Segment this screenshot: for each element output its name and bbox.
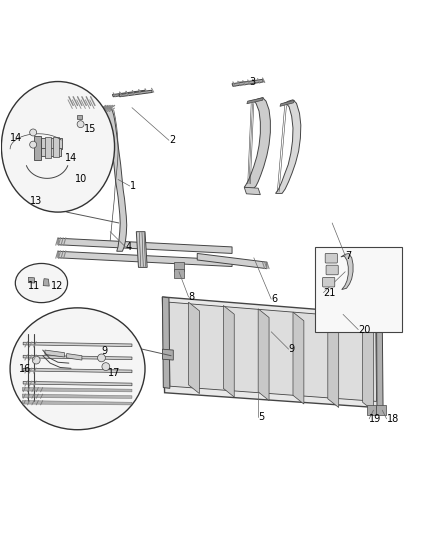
Text: 7: 7: [345, 251, 351, 261]
Polygon shape: [23, 356, 132, 360]
Polygon shape: [377, 314, 383, 409]
Polygon shape: [244, 98, 270, 188]
Polygon shape: [113, 90, 146, 97]
Ellipse shape: [10, 308, 145, 430]
Text: 21: 21: [323, 288, 336, 297]
Polygon shape: [162, 297, 170, 389]
Polygon shape: [22, 400, 132, 405]
Text: 9: 9: [289, 344, 295, 354]
Circle shape: [30, 129, 37, 136]
Polygon shape: [247, 98, 263, 104]
Text: 15: 15: [84, 124, 96, 134]
Polygon shape: [232, 79, 263, 86]
FancyBboxPatch shape: [322, 277, 335, 287]
Circle shape: [98, 354, 106, 362]
Circle shape: [30, 141, 37, 148]
Polygon shape: [197, 254, 267, 269]
Ellipse shape: [1, 82, 115, 212]
Polygon shape: [119, 90, 152, 97]
Polygon shape: [23, 368, 132, 373]
Polygon shape: [367, 405, 376, 415]
Polygon shape: [45, 350, 64, 357]
FancyBboxPatch shape: [325, 254, 337, 263]
Text: 12: 12: [51, 281, 64, 291]
Polygon shape: [280, 100, 294, 107]
Polygon shape: [244, 187, 260, 195]
Text: 18: 18: [387, 414, 399, 424]
Polygon shape: [376, 405, 386, 415]
Polygon shape: [22, 394, 132, 398]
Text: 9: 9: [102, 346, 108, 357]
Ellipse shape: [15, 263, 67, 303]
Circle shape: [77, 120, 84, 128]
Polygon shape: [23, 342, 132, 346]
Polygon shape: [43, 279, 49, 286]
Polygon shape: [136, 232, 147, 268]
FancyBboxPatch shape: [326, 265, 338, 275]
Polygon shape: [258, 309, 269, 400]
Text: 19: 19: [369, 414, 381, 424]
Polygon shape: [28, 277, 35, 283]
Text: 6: 6: [271, 294, 277, 304]
Polygon shape: [58, 251, 232, 266]
Polygon shape: [34, 136, 41, 160]
Text: 14: 14: [10, 133, 22, 143]
Polygon shape: [188, 302, 199, 393]
Polygon shape: [363, 319, 374, 411]
Text: 17: 17: [108, 368, 120, 378]
Polygon shape: [53, 137, 59, 157]
Text: 2: 2: [169, 135, 175, 146]
Polygon shape: [23, 382, 132, 386]
Polygon shape: [162, 349, 173, 360]
Polygon shape: [174, 269, 184, 278]
Text: 3: 3: [250, 77, 256, 86]
Polygon shape: [174, 262, 184, 271]
Polygon shape: [276, 100, 301, 193]
Polygon shape: [67, 353, 82, 360]
Polygon shape: [223, 305, 234, 397]
Text: 5: 5: [258, 411, 265, 422]
Polygon shape: [341, 254, 353, 289]
Polygon shape: [41, 138, 62, 149]
Text: 11: 11: [28, 281, 40, 291]
Bar: [315, 247, 402, 332]
Text: 4: 4: [125, 242, 131, 252]
Polygon shape: [328, 316, 339, 408]
Text: 10: 10: [75, 174, 88, 184]
Text: 14: 14: [64, 152, 77, 163]
Text: 20: 20: [358, 325, 371, 335]
Polygon shape: [22, 387, 132, 392]
Polygon shape: [45, 137, 51, 158]
Polygon shape: [77, 116, 82, 118]
Text: 13: 13: [30, 196, 42, 206]
Polygon shape: [169, 302, 377, 401]
Polygon shape: [162, 297, 382, 408]
Text: 16: 16: [19, 364, 31, 374]
Text: 1: 1: [130, 181, 136, 191]
Text: 8: 8: [188, 292, 194, 302]
Polygon shape: [42, 148, 61, 156]
Polygon shape: [102, 107, 127, 251]
Polygon shape: [58, 238, 232, 254]
Polygon shape: [293, 312, 304, 404]
Circle shape: [102, 362, 110, 370]
Circle shape: [32, 356, 40, 364]
